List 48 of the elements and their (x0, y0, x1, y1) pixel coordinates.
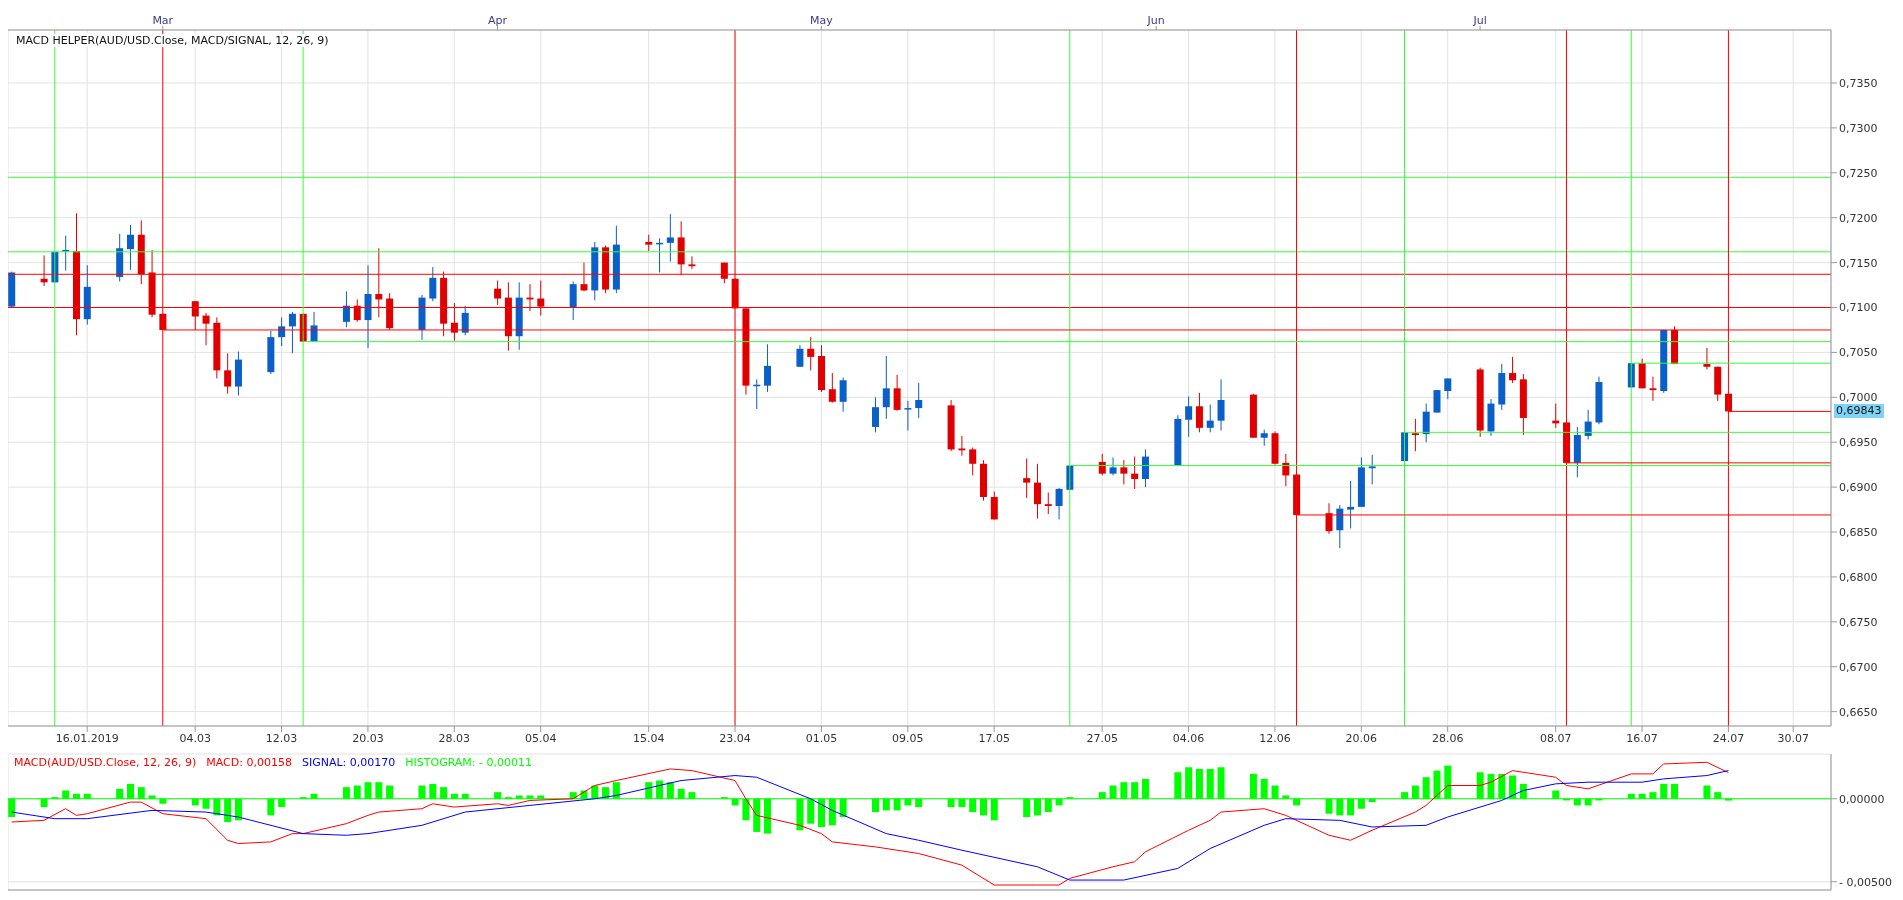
y-tick-label: 0,7150 (1839, 256, 1878, 270)
x-tick-label: 20.03 (352, 731, 384, 745)
x-tick-label: 23.04 (719, 731, 751, 745)
text: SIGNAL: 0,00170 (301, 756, 396, 769)
y-tick-label: - 0,00500 (1839, 875, 1892, 889)
x-tick-label: 16.01.2019 (55, 731, 119, 745)
x-tick-label: 04.06 (1172, 731, 1205, 745)
y-tick-label: 0,6700 (1839, 660, 1878, 674)
x-tick-label: 28.06 (1431, 731, 1464, 745)
y-tick-label: 0,7000 (1839, 391, 1878, 405)
x-tick-label: 09.05 (892, 731, 924, 745)
x-tick-label: 24.07 (1712, 731, 1745, 745)
x-tick-label: 30.07 (1777, 731, 1809, 745)
x-tick-label: 12.06 (1259, 731, 1291, 745)
y-tick-label: 0,7200 (1839, 211, 1878, 225)
x2-tick-label: May (810, 14, 834, 27)
series-label: 0,69843 (1834, 404, 1884, 419)
y-tick-label: 0,7300 (1839, 121, 1878, 135)
series-label: HISTOGRAM: - 0,00011 (405, 756, 533, 769)
x-tick-label: 20.06 (1345, 731, 1378, 745)
y-tick-label: 0,6850 (1839, 525, 1878, 539)
x-tick-label: 04.03 (179, 731, 211, 745)
x-tick-label: 17.05 (978, 731, 1010, 745)
x-tick-label: 16.07 (1626, 731, 1658, 745)
x2-tick-label: Jun (1146, 14, 1165, 27)
y-tick-label: 0,00000 (1839, 792, 1885, 806)
y-tick-label: 0,6650 (1839, 705, 1878, 719)
x-tick-label: 05.04 (524, 731, 557, 745)
x-tick-label: 01.05 (805, 731, 838, 745)
x2-tick-label: Apr (487, 14, 508, 27)
y-tick-label: 0,6950 (1839, 436, 1878, 450)
x-tick-label: 28.03 (438, 731, 471, 745)
x2-tick-label: Mar (152, 14, 174, 27)
x-tick-label: 08.07 (1539, 731, 1572, 745)
x-tick-label: 12.03 (265, 731, 298, 745)
y-tick-label: 0,6750 (1839, 615, 1878, 629)
y-tick-label: 0,7100 (1839, 301, 1878, 315)
text: MACD: 0,00158 (206, 756, 292, 769)
y-tick-label: 0,7350 (1839, 76, 1878, 90)
y-tick-label: 0,7250 (1839, 166, 1878, 180)
x2-tick-label: Jul (1472, 14, 1487, 27)
x-tick-label: 15.04 (632, 731, 665, 745)
chart-title: MACD HELPER(AUD/USD.Close, MACD/SIGNAL, 12, 26, 9) (14, 34, 331, 47)
x-tick-label: 27.05 (1086, 731, 1118, 745)
chart-title: MACD(AUD/USD.Close, 12, 26, 9) (14, 756, 197, 769)
y-tick-label: 0,6900 (1839, 481, 1878, 495)
y-tick-label: 0,6800 (1839, 570, 1878, 584)
y-tick-label: 0,7050 (1839, 346, 1878, 360)
